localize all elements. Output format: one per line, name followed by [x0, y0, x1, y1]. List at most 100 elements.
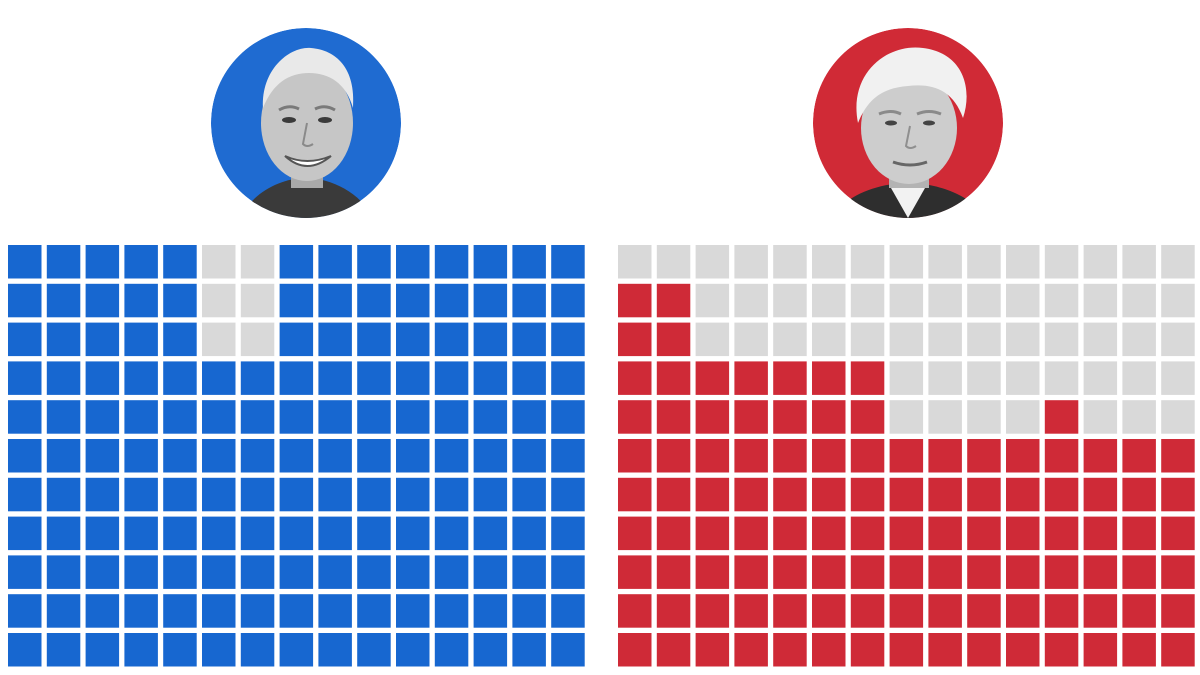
biden-filled-cell [240, 400, 275, 434]
biden-filled-cell [163, 400, 197, 434]
biden-filled-cell [202, 477, 236, 512]
trump-filled-cell [812, 439, 846, 473]
biden-filled-cell [46, 516, 81, 551]
trump-empty-cell [1083, 283, 1118, 318]
trump-filled-cell [889, 633, 924, 667]
biden-filled-cell [512, 516, 546, 551]
biden-filled-cell [473, 283, 508, 318]
trump-filled-cell [773, 400, 807, 434]
trump-filled-cell [1006, 555, 1040, 589]
trump-filled-cell [1083, 477, 1118, 512]
trump-empty-cell [695, 283, 730, 318]
biden-filled-cell [8, 516, 42, 551]
biden-filled-cell [357, 477, 391, 512]
trump-filled-cell [1122, 516, 1156, 551]
trump-filled-cell [1083, 439, 1118, 473]
biden-filled-cell [46, 439, 81, 473]
trump-empty-cell [734, 283, 768, 318]
biden-filled-cell [512, 633, 546, 667]
trump-filled-cell [967, 439, 1001, 473]
biden-filled-cell [85, 633, 120, 667]
biden-filled-cell [551, 283, 585, 318]
trump-filled-cell [850, 516, 885, 551]
trump-empty-cell [1122, 361, 1156, 395]
biden-filled-cell [396, 322, 430, 357]
trump-filled-cell [773, 555, 807, 589]
biden-filled-cell [434, 322, 469, 357]
trump-empty-cell [967, 283, 1001, 318]
biden-filled-cell [279, 555, 314, 589]
biden-filled-cell [318, 516, 352, 551]
trump-filled-cell [695, 477, 730, 512]
biden-filled-cell [512, 477, 546, 512]
trump-filled-cell [889, 516, 924, 551]
biden-filled-cell [163, 322, 197, 357]
trump-filled-cell [889, 594, 924, 628]
trump-filled-cell [618, 361, 652, 395]
biden-filled-cell [85, 439, 120, 473]
trump-filled-cell [1006, 633, 1040, 667]
trump-empty-cell [928, 400, 962, 434]
trump-empty-cell [928, 283, 962, 318]
trump-filled-cell [618, 400, 652, 434]
biden-filled-cell [551, 594, 585, 628]
biden-filled-cell [279, 477, 314, 512]
biden-filled-cell [396, 594, 430, 628]
biden-filled-cell [163, 555, 197, 589]
trump-empty-cell [1044, 361, 1079, 395]
biden-filled-cell [357, 283, 391, 318]
trump-filled-cell [889, 439, 924, 473]
biden-filled-cell [202, 400, 236, 434]
biden-filled-cell [396, 361, 430, 395]
biden-filled-cell [551, 245, 585, 279]
biden-filled-cell [551, 439, 585, 473]
trump-filled-cell [695, 516, 730, 551]
trump-filled-cell [695, 400, 730, 434]
trump-filled-cell [850, 400, 885, 434]
biden-filled-cell [473, 555, 508, 589]
trump-filled-cell [928, 477, 962, 512]
biden-filled-cell [46, 400, 81, 434]
biden-filled-cell [85, 283, 120, 318]
trump-filled-cell [695, 633, 730, 667]
biden-filled-cell [357, 594, 391, 628]
trump-filled-cell [812, 361, 846, 395]
biden-filled-cell [318, 283, 352, 318]
biden-panel [8, 28, 585, 667]
biden-filled-cell [396, 400, 430, 434]
trump-filled-cell [618, 477, 652, 512]
biden-filled-cell [46, 322, 81, 357]
trump-empty-cell [618, 245, 652, 279]
biden-filled-cell [279, 400, 314, 434]
trump-empty-cell [1006, 322, 1040, 357]
trump-filled-cell [928, 555, 962, 589]
trump-empty-cell [850, 245, 885, 279]
biden-filled-cell [551, 400, 585, 434]
biden-filled-cell [473, 400, 508, 434]
biden-filled-cell [473, 477, 508, 512]
trump-filled-cell [812, 477, 846, 512]
trump-filled-cell [967, 516, 1001, 551]
biden-filled-cell [396, 477, 430, 512]
trump-filled-cell [928, 439, 962, 473]
trump-empty-cell [1083, 361, 1118, 395]
trump-filled-cell [1044, 400, 1079, 434]
trump-filled-cell [928, 516, 962, 551]
trump-empty-cell [889, 245, 924, 279]
trump-portrait [813, 28, 1003, 218]
biden-filled-cell [279, 361, 314, 395]
trump-filled-cell [734, 477, 768, 512]
trump-empty-cell [695, 322, 730, 357]
trump-empty-cell [1006, 245, 1040, 279]
biden-filled-cell [357, 633, 391, 667]
biden-filled-cell [202, 633, 236, 667]
biden-filled-cell [357, 400, 391, 434]
trump-filled-cell [1122, 439, 1156, 473]
biden-filled-cell [163, 283, 197, 318]
biden-filled-cell [357, 439, 391, 473]
trump-filled-cell [734, 516, 768, 551]
biden-filled-cell [124, 245, 158, 279]
biden-filled-cell [357, 555, 391, 589]
biden-filled-cell [8, 361, 42, 395]
trump-filled-cell [967, 477, 1001, 512]
